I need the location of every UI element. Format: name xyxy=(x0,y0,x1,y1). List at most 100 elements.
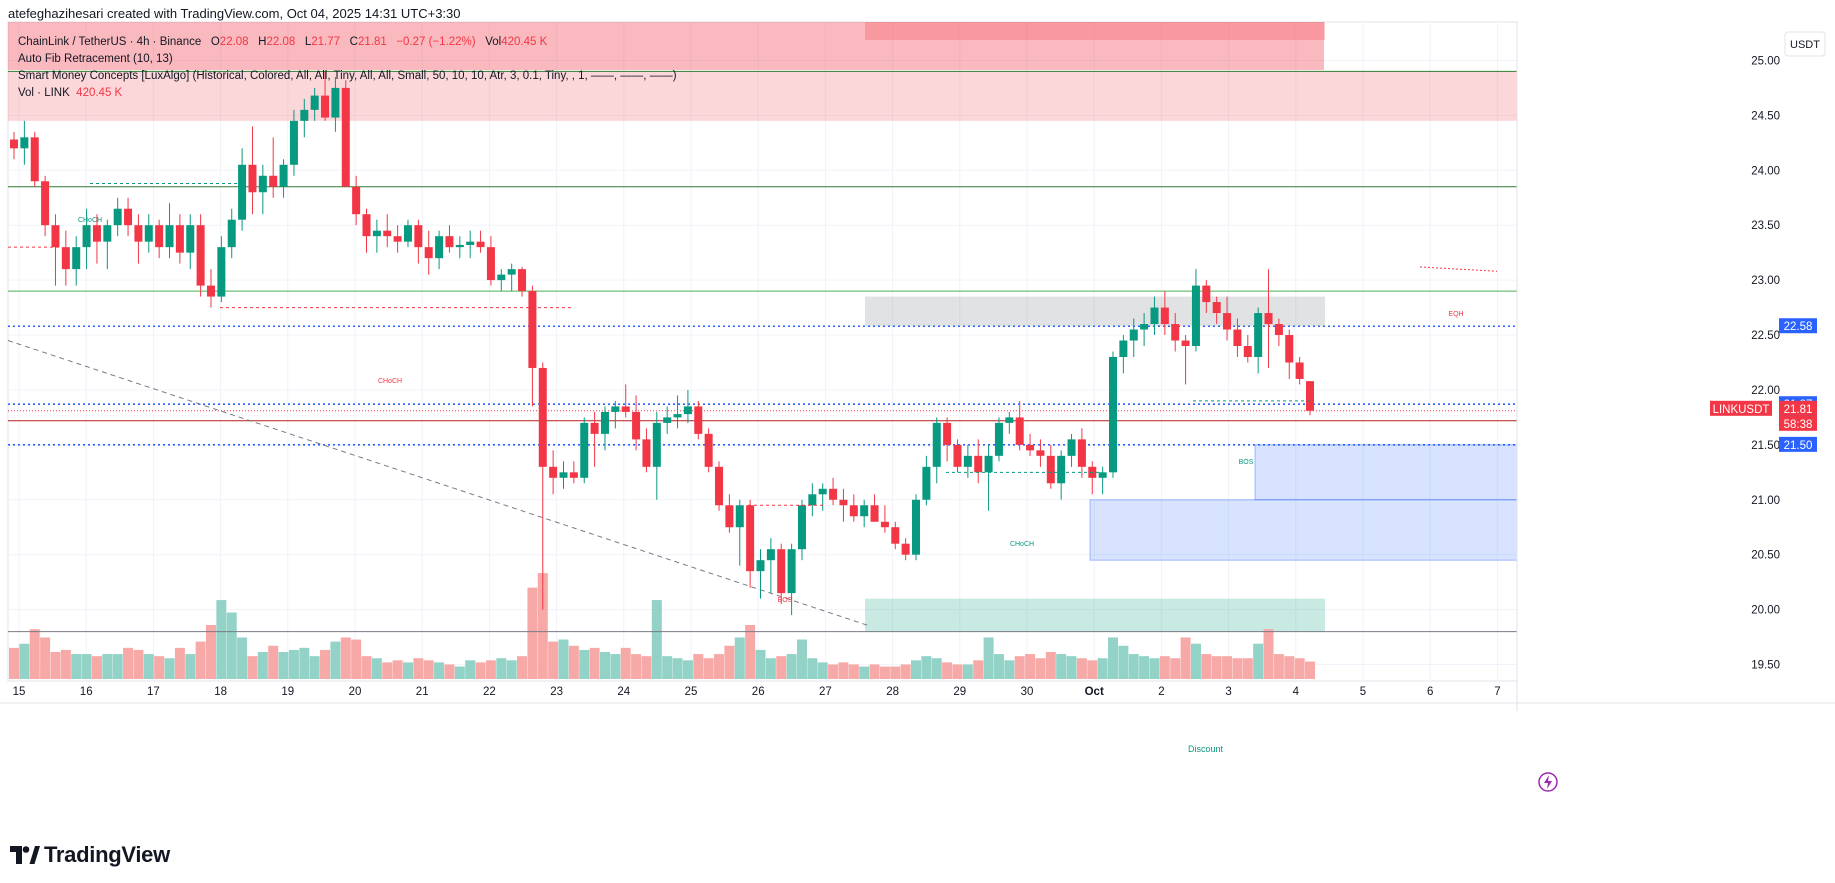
smc-label: BOS xyxy=(778,597,793,604)
tradingview-logo[interactable]: TradingView xyxy=(10,842,170,868)
time-tick-label: 4 xyxy=(1293,686,1300,698)
time-tick-label: 3 xyxy=(1225,686,1231,698)
candle xyxy=(1233,318,1242,357)
volume-bar xyxy=(962,664,973,679)
volume-bar xyxy=(869,664,880,679)
brand-name: TradingView xyxy=(44,842,170,867)
time-tick-label: 16 xyxy=(80,686,93,698)
candle xyxy=(455,236,464,259)
volume-bar xyxy=(517,656,528,679)
candle xyxy=(1254,307,1263,374)
candle-body xyxy=(124,208,133,226)
candle xyxy=(486,236,495,286)
candle xyxy=(943,417,952,462)
volume-bar xyxy=(714,654,725,679)
candle-body xyxy=(1243,346,1252,357)
volume-bar xyxy=(71,654,82,679)
candle xyxy=(331,76,340,132)
price-tick-label: 20.00 xyxy=(1751,605,1780,617)
candle xyxy=(165,203,174,259)
volume-bar xyxy=(765,658,776,679)
candle-body xyxy=(1119,340,1128,357)
volume-bar xyxy=(900,664,911,679)
candle xyxy=(652,411,661,500)
volume-bar xyxy=(1097,658,1108,679)
candle-body xyxy=(300,109,309,121)
chart-legend[interactable]: ChainLink / TetherUS · 4h · Binance O22.… xyxy=(18,34,677,102)
candle-body xyxy=(1026,444,1035,451)
volume-bar xyxy=(1004,660,1015,679)
candle xyxy=(403,219,412,248)
volume-bar xyxy=(50,652,61,679)
candle xyxy=(880,505,889,533)
candle xyxy=(891,521,900,550)
volume-bar xyxy=(1242,658,1253,679)
volume-bar xyxy=(1056,654,1067,679)
volume-bar xyxy=(527,587,538,679)
candle xyxy=(238,148,247,231)
volume-bar xyxy=(724,645,735,679)
volume-bar xyxy=(796,639,807,679)
candle xyxy=(1223,296,1232,341)
candle-body xyxy=(891,527,900,544)
eqh-line xyxy=(1419,266,1498,272)
smc-zones xyxy=(8,22,1518,632)
volume-bar xyxy=(40,637,51,679)
candle-body xyxy=(134,225,143,242)
candle-body xyxy=(984,455,993,473)
volume-bar xyxy=(631,654,642,679)
volume-bar xyxy=(890,666,901,679)
candle xyxy=(549,450,558,495)
volume-bar xyxy=(589,647,600,679)
candle xyxy=(1171,313,1180,352)
volume-bar xyxy=(195,641,206,679)
candle xyxy=(912,494,921,561)
candle xyxy=(1212,296,1221,325)
candle-body xyxy=(507,269,516,275)
indicator-smc[interactable]: Smart Money Concepts [LuxAlgo] (Historic… xyxy=(18,70,677,82)
volume-bar xyxy=(848,664,859,679)
time-tick-label: 22 xyxy=(483,686,496,698)
candle-body xyxy=(165,225,174,248)
candle xyxy=(206,269,215,308)
candle-body xyxy=(1098,472,1107,478)
candle xyxy=(1098,466,1107,495)
price-badge: 22.58 xyxy=(1779,318,1817,334)
candle xyxy=(1036,439,1045,467)
candle xyxy=(1015,400,1024,451)
time-tick-label: 6 xyxy=(1427,686,1433,698)
candle-body xyxy=(362,214,371,237)
candle xyxy=(611,400,620,429)
volume-bar xyxy=(413,658,424,679)
candle-body xyxy=(725,505,734,528)
candle xyxy=(1295,356,1304,385)
volume-bar xyxy=(392,660,403,679)
candle xyxy=(715,461,724,511)
volume-bar xyxy=(465,660,476,679)
candle xyxy=(932,417,941,484)
time-tick-label: 21 xyxy=(416,686,429,698)
candle xyxy=(683,389,692,423)
candle xyxy=(227,208,236,259)
candle xyxy=(1077,428,1086,478)
volume-bar xyxy=(506,660,517,679)
candle xyxy=(673,395,682,429)
candle xyxy=(818,483,827,511)
header-title: atefeghazihesari created with TradingVie… xyxy=(8,6,461,21)
candle xyxy=(590,411,599,467)
volume-bar xyxy=(123,647,134,679)
candle xyxy=(860,499,869,528)
last-price-badge-bg xyxy=(1779,400,1817,416)
candle xyxy=(569,461,578,484)
discount-label: Discount xyxy=(1188,744,1224,754)
indicator-fib[interactable]: Auto Fib Retracement (10, 13) xyxy=(18,53,173,65)
indicator-volume[interactable]: Vol · LINK 420.45 K xyxy=(18,85,677,102)
low-value: 21.77 xyxy=(311,36,341,48)
candle-body xyxy=(1274,324,1283,336)
volume-bar xyxy=(205,625,216,679)
candle xyxy=(41,175,50,237)
candle-body xyxy=(953,444,962,467)
price-tick-label: 22.50 xyxy=(1751,330,1780,342)
candle xyxy=(777,543,786,605)
